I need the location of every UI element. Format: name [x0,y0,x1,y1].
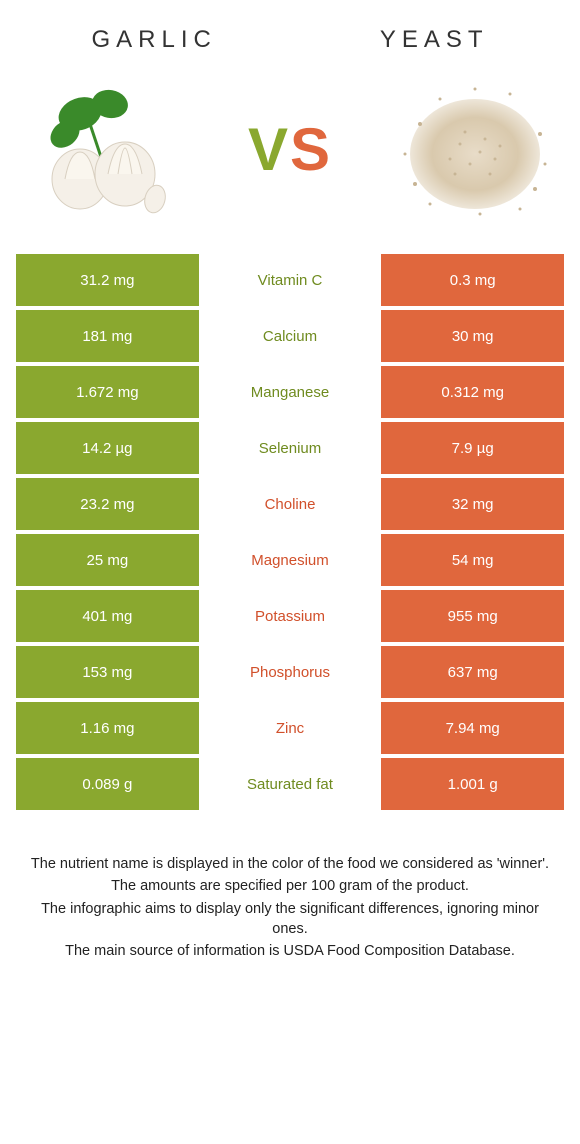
cell-left-value: 1.16 mg [16,702,199,754]
table-row: 1.16 mgZinc7.94 mg [16,702,564,754]
cell-right-value: 7.9 µg [381,422,564,474]
cell-nutrient-name: Potassium [199,590,382,642]
cell-nutrient-name: Magnesium [199,534,382,586]
cell-right-value: 1.001 g [381,758,564,810]
cell-right-value: 0.3 mg [381,254,564,306]
images-row: VS [0,64,580,254]
footer-line-1: The nutrient name is displayed in the co… [28,854,552,874]
vs-s: S [290,116,332,183]
table-row: 31.2 mgVitamin C0.3 mg [16,254,564,306]
title-left: GARLIC [91,26,216,54]
table-row: 14.2 µgSelenium7.9 µg [16,422,564,474]
cell-right-value: 30 mg [381,310,564,362]
cell-right-value: 637 mg [381,646,564,698]
table-row: 25 mgMagnesium54 mg [16,534,564,586]
garlic-image [20,74,190,224]
cell-left-value: 0.089 g [16,758,199,810]
cell-left-value: 14.2 µg [16,422,199,474]
footer-line-4: The main source of information is USDA F… [28,941,552,961]
cell-nutrient-name: Selenium [199,422,382,474]
cell-nutrient-name: Phosphorus [199,646,382,698]
cell-nutrient-name: Saturated fat [199,758,382,810]
table-row: 0.089 gSaturated fat1.001 g [16,758,564,810]
cell-left-value: 401 mg [16,590,199,642]
table-row: 23.2 mgCholine32 mg [16,478,564,530]
cell-nutrient-name: Choline [199,478,382,530]
cell-right-value: 955 mg [381,590,564,642]
cell-left-value: 23.2 mg [16,478,199,530]
cell-right-value: 54 mg [381,534,564,586]
cell-nutrient-name: Manganese [199,366,382,418]
vs-v: V [248,116,290,183]
cell-nutrient-name: Calcium [199,310,382,362]
yeast-image [390,74,560,224]
cell-nutrient-name: Zinc [199,702,382,754]
table-row: 181 mgCalcium30 mg [16,310,564,362]
cell-left-value: 25 mg [16,534,199,586]
footer-line-3: The infographic aims to display only the… [28,899,552,940]
cell-left-value: 1.672 mg [16,366,199,418]
vs-label: VS [248,115,332,184]
table-row: 153 mgPhosphorus637 mg [16,646,564,698]
footer-line-2: The amounts are specified per 100 gram o… [28,876,552,896]
cell-left-value: 31.2 mg [16,254,199,306]
table-row: 1.672 mgManganese0.312 mg [16,366,564,418]
header-row: GARLIC YEAST [0,0,580,64]
cell-nutrient-name: Vitamin C [199,254,382,306]
footer-notes: The nutrient name is displayed in the co… [0,814,580,983]
title-right: YEAST [380,26,489,54]
cell-left-value: 181 mg [16,310,199,362]
cell-right-value: 7.94 mg [381,702,564,754]
cell-left-value: 153 mg [16,646,199,698]
cell-right-value: 0.312 mg [381,366,564,418]
comparison-table: 31.2 mgVitamin C0.3 mg181 mgCalcium30 mg… [0,254,580,810]
table-row: 401 mgPotassium955 mg [16,590,564,642]
cell-right-value: 32 mg [381,478,564,530]
